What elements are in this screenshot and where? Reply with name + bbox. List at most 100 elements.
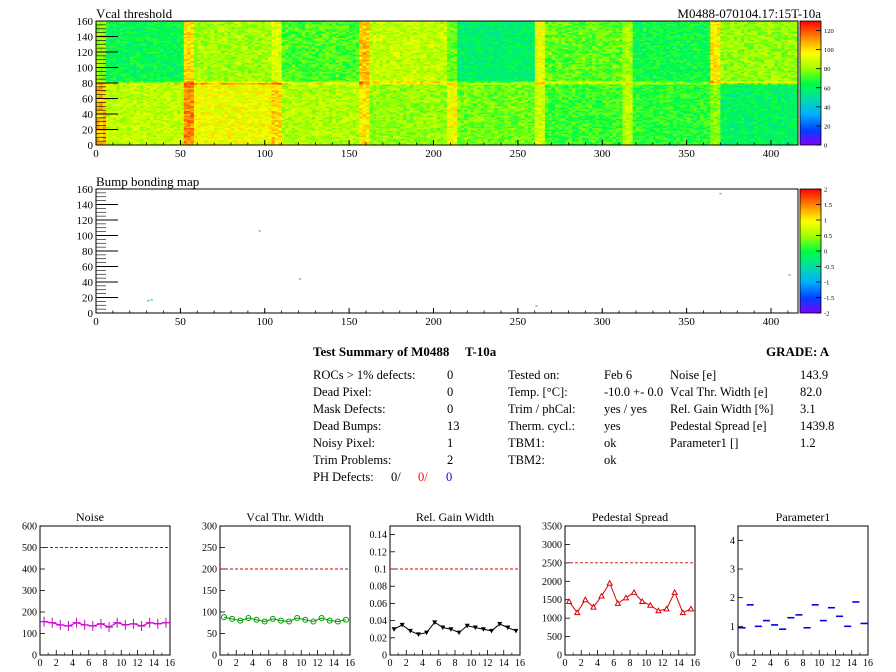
heatmap-cell bbox=[544, 22, 549, 25]
heatmap-cell bbox=[710, 38, 715, 40]
heatmap-cell bbox=[774, 24, 779, 27]
heatmap-cell bbox=[396, 53, 401, 56]
heatmap-cell bbox=[426, 27, 431, 30]
heatmap-cell bbox=[501, 52, 505, 54]
heatmap-cell bbox=[663, 33, 667, 36]
heatmap-cell bbox=[129, 21, 134, 23]
heatmap-cell bbox=[487, 56, 492, 59]
heatmap-cell bbox=[322, 22, 326, 25]
heatmap-cell bbox=[676, 34, 681, 37]
heatmap-cell bbox=[312, 33, 316, 36]
heatmap-cell bbox=[285, 56, 289, 59]
heatmap-cell bbox=[460, 39, 465, 42]
heatmap-cell bbox=[109, 36, 114, 39]
heatmap-cell bbox=[254, 36, 259, 39]
heatmap-cell bbox=[740, 53, 745, 56]
heatmap-cell bbox=[625, 33, 630, 36]
heatmap-cell bbox=[301, 47, 306, 50]
heatmap-cell bbox=[295, 50, 299, 53]
heatmap-cell bbox=[673, 41, 677, 44]
heatmap-cell bbox=[258, 25, 262, 28]
heatmap-cell bbox=[420, 56, 424, 59]
heatmap-cell bbox=[433, 38, 438, 40]
heatmap-cell bbox=[484, 53, 488, 56]
heatmap-cell bbox=[706, 28, 711, 31]
heatmap-cell bbox=[325, 42, 330, 45]
heatmap-cell bbox=[403, 41, 407, 44]
heatmap-cell bbox=[615, 44, 620, 47]
heatmap-cell bbox=[285, 45, 289, 48]
heatmap-cell bbox=[706, 45, 711, 48]
heatmap-cell bbox=[558, 38, 563, 40]
heatmap-cell bbox=[339, 28, 343, 31]
heatmap-cell bbox=[490, 42, 495, 45]
heatmap-cell bbox=[423, 44, 428, 47]
heatmap-cell bbox=[318, 39, 323, 42]
heatmap-cell bbox=[480, 38, 485, 40]
heatmap-cell bbox=[558, 44, 563, 47]
heatmap-cell bbox=[673, 25, 677, 28]
heatmap-cell bbox=[305, 21, 310, 23]
heatmap-cell bbox=[629, 36, 634, 39]
heatmap-cell bbox=[139, 44, 144, 47]
heatmap-cell bbox=[288, 52, 293, 54]
heatmap-cell bbox=[484, 50, 488, 53]
heatmap-cell bbox=[440, 38, 445, 40]
heatmap-cell bbox=[511, 50, 515, 53]
heatmap-cell bbox=[555, 45, 559, 48]
heatmap-cell bbox=[568, 31, 573, 34]
heatmap-cell bbox=[744, 55, 748, 58]
heatmap-cell bbox=[366, 38, 370, 40]
heatmap-cell bbox=[423, 25, 428, 28]
heatmap-cell bbox=[430, 31, 434, 34]
heatmap-cell bbox=[170, 45, 175, 48]
heatmap-cell bbox=[517, 31, 522, 34]
heatmap-cell bbox=[582, 53, 586, 56]
heatmap-cell bbox=[467, 42, 472, 45]
heatmap-cell bbox=[268, 24, 272, 27]
heatmap-cell bbox=[413, 56, 418, 59]
heatmap-cell bbox=[349, 30, 353, 33]
heatmap-cell bbox=[453, 33, 458, 36]
heatmap-cell bbox=[241, 34, 245, 37]
heatmap-cell bbox=[582, 48, 586, 51]
heatmap-cell bbox=[764, 31, 769, 34]
heatmap-cell bbox=[696, 34, 701, 37]
heatmap-cell bbox=[588, 22, 593, 25]
heatmap-cell bbox=[514, 55, 519, 58]
heatmap-cell bbox=[345, 22, 350, 25]
heatmap-cell bbox=[177, 21, 181, 23]
heatmap-cell bbox=[247, 55, 252, 58]
heatmap-cell bbox=[710, 39, 715, 42]
heatmap-cell bbox=[170, 34, 175, 37]
heatmap-cell bbox=[237, 45, 242, 48]
heatmap-cell bbox=[227, 56, 232, 59]
heatmap-cell bbox=[774, 39, 779, 42]
heatmap-cell bbox=[241, 30, 245, 33]
heatmap-cell bbox=[548, 50, 553, 53]
heatmap-cell bbox=[555, 50, 559, 53]
heatmap-cell bbox=[403, 36, 407, 39]
heatmap-cell bbox=[129, 30, 134, 33]
heatmap-cell bbox=[193, 25, 198, 28]
heatmap-cell bbox=[126, 44, 131, 47]
heatmap-cell bbox=[237, 48, 242, 51]
heatmap-cell bbox=[291, 48, 296, 51]
heatmap-cell bbox=[760, 25, 765, 28]
heatmap-cell bbox=[153, 25, 158, 28]
heatmap-cell bbox=[372, 55, 377, 58]
heatmap-cell bbox=[227, 34, 232, 37]
heatmap-cell bbox=[629, 55, 634, 58]
heatmap-cell bbox=[740, 44, 745, 47]
heatmap-cell bbox=[376, 34, 380, 37]
heatmap-cell bbox=[220, 48, 225, 51]
heatmap-cell bbox=[585, 34, 590, 37]
heatmap-cell bbox=[696, 33, 701, 36]
heatmap-cell bbox=[480, 53, 485, 56]
heatmap-cell bbox=[423, 52, 428, 54]
heatmap-cell bbox=[335, 48, 340, 51]
heatmap-cell bbox=[220, 44, 225, 47]
heatmap-cell bbox=[355, 52, 360, 54]
heatmap-cell bbox=[517, 34, 522, 37]
heatmap-cell bbox=[322, 31, 326, 34]
